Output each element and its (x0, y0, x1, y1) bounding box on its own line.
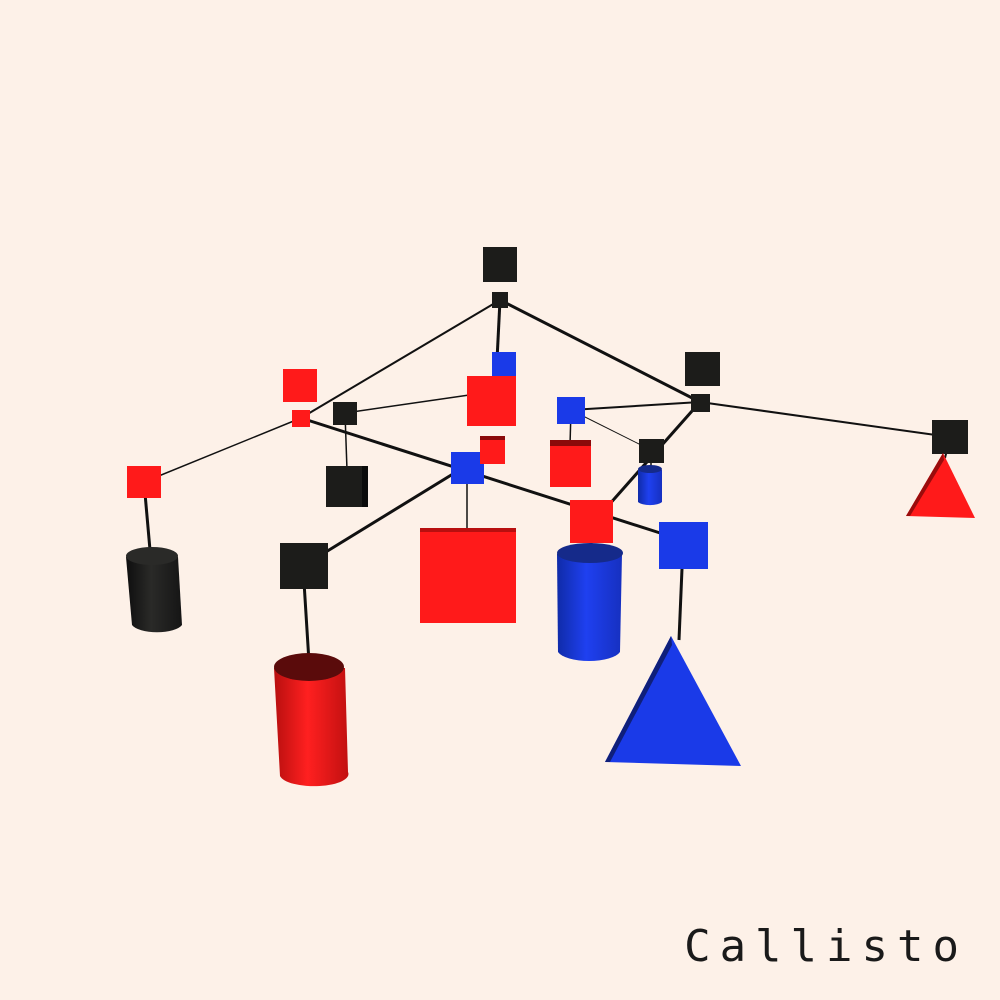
scene-caption: Callisto (684, 921, 968, 972)
wire-right-link (570, 401, 701, 411)
red-cube-mid-right-shade (550, 440, 591, 446)
wire-mid-link (344, 391, 491, 414)
black-cube-upper-right (685, 352, 720, 386)
red-square-large-shade (420, 528, 516, 532)
blue-cube-mid-right (557, 397, 585, 424)
red-cube-far-left (127, 466, 161, 498)
black-cube-top (483, 247, 517, 282)
blue-cube-center-left (451, 452, 484, 484)
black-cube-far-right (932, 420, 968, 454)
blue-cube-center-back (492, 352, 516, 377)
red-triangle-right (906, 453, 975, 518)
wire-right-arm (699, 401, 951, 438)
black-cylinder-left (126, 547, 182, 633)
black-hub-right (691, 394, 710, 412)
wire-left-diagonal (300, 416, 683, 542)
black-cube-left (326, 466, 368, 507)
black-cube-left-shade (362, 466, 368, 507)
wire-left-arm (143, 417, 302, 483)
black-cube-left-mid (280, 543, 328, 589)
red-square-large (420, 530, 516, 623)
black-hub-mid-left (333, 402, 357, 425)
wire-top-right (499, 298, 701, 404)
red-cylinder-lower-left (274, 653, 349, 787)
black-cube-small-right (639, 439, 664, 463)
blue-cube-lower-right (659, 522, 708, 569)
red-cube-upper-left (283, 369, 317, 402)
black-hub-top (492, 292, 508, 308)
red-cube-lower-right (570, 500, 613, 543)
red-cube-mid-right (550, 444, 591, 487)
red-hub-center (480, 438, 505, 464)
blue-triangle-large (605, 636, 741, 766)
red-hub-center-shade (480, 436, 505, 440)
blue-cylinder-center (557, 543, 623, 662)
wires (142, 298, 951, 663)
wire-top-left (300, 299, 501, 419)
red-cube-center (467, 376, 516, 426)
blue-cylinder-small (638, 465, 662, 506)
red-hub-left (292, 410, 310, 427)
